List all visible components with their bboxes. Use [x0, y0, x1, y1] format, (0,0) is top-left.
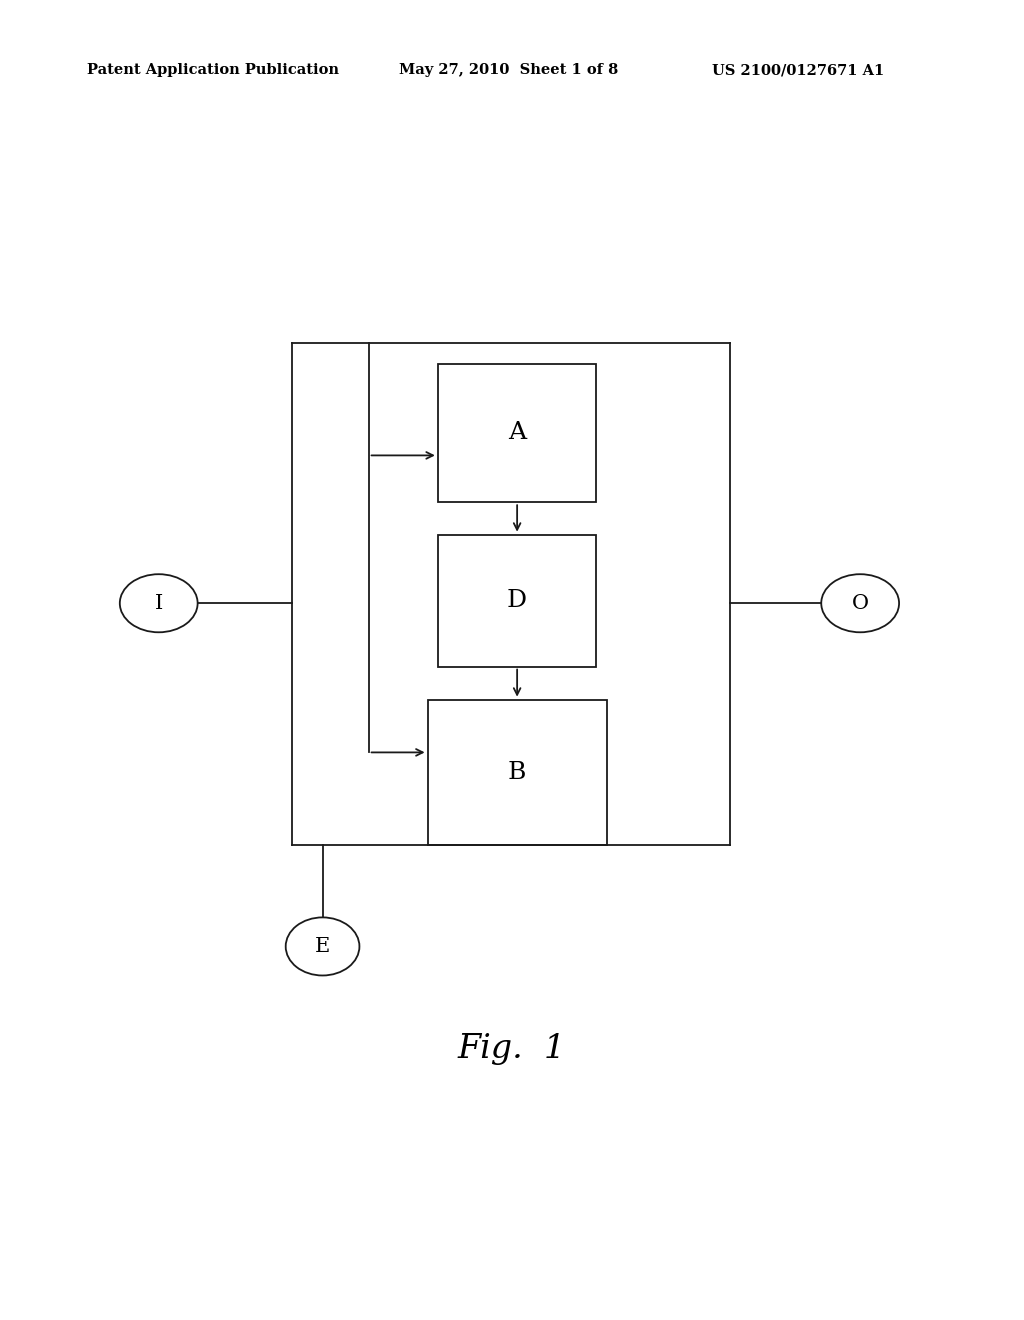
Text: US 2100/0127671 A1: US 2100/0127671 A1: [712, 63, 884, 78]
Ellipse shape: [286, 917, 359, 975]
Text: A: A: [508, 421, 526, 445]
Bar: [438, 535, 596, 667]
Text: May 27, 2010  Sheet 1 of 8: May 27, 2010 Sheet 1 of 8: [399, 63, 618, 78]
Text: E: E: [315, 937, 330, 956]
Text: B: B: [508, 760, 526, 784]
Text: Fig.  1: Fig. 1: [458, 1034, 566, 1065]
Ellipse shape: [821, 574, 899, 632]
Text: O: O: [852, 594, 868, 612]
Text: D: D: [507, 589, 527, 612]
Ellipse shape: [120, 574, 198, 632]
Text: I: I: [155, 594, 163, 612]
Text: Patent Application Publication: Patent Application Publication: [87, 63, 339, 78]
Bar: [428, 700, 606, 845]
Bar: [438, 363, 596, 502]
